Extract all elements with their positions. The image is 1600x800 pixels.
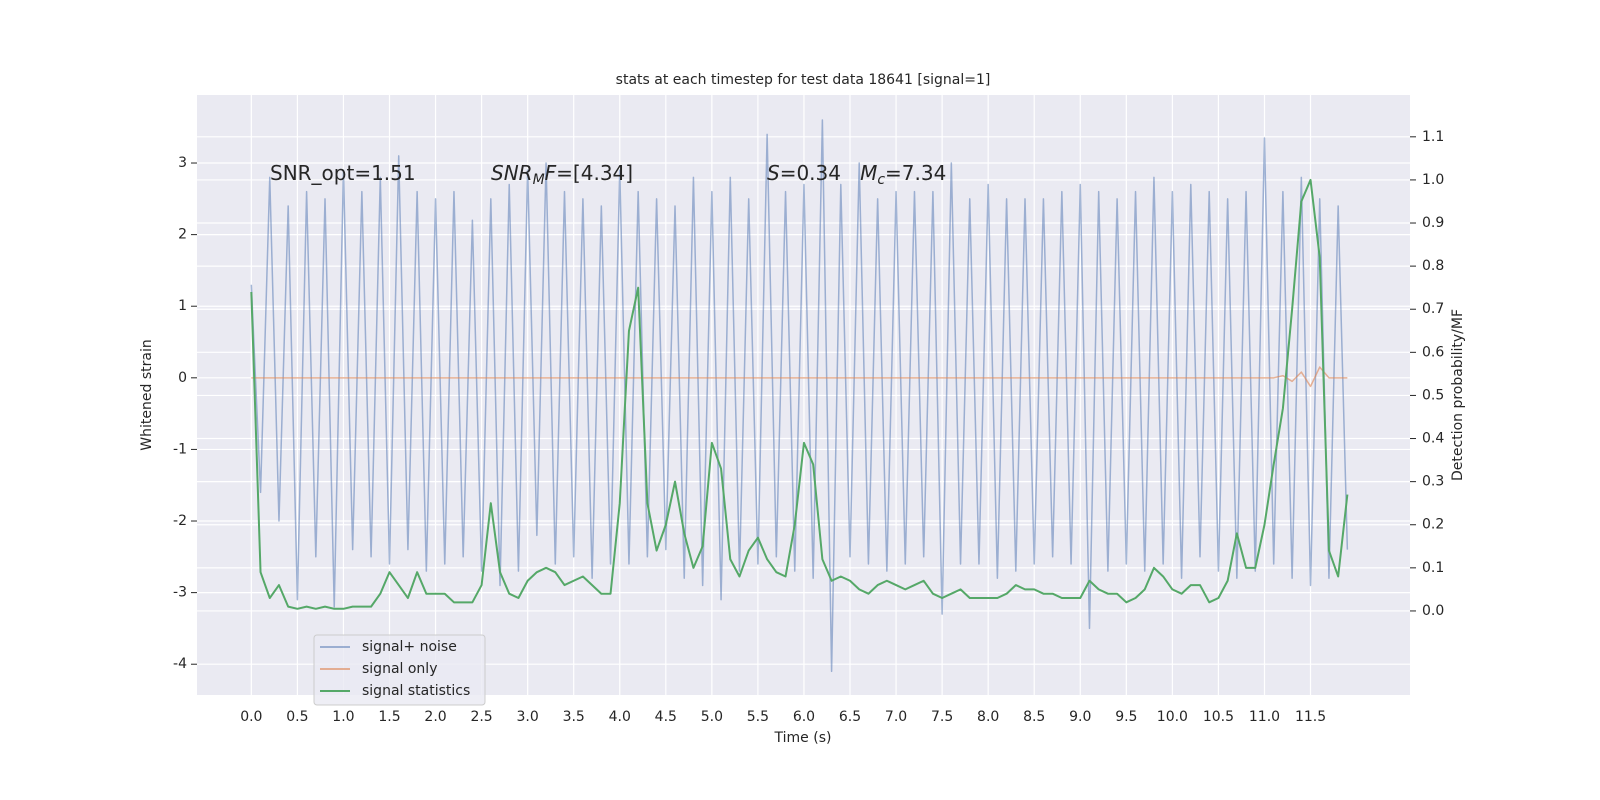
annotation-part: =[4.34] — [556, 161, 633, 185]
y2-axis-label: Detection probability/MF — [1450, 309, 1466, 481]
series-line — [251, 366, 1348, 388]
x-tick-label: 11.0 — [1249, 709, 1280, 725]
x-tick-label: 1.5 — [378, 709, 400, 725]
annotation: SNR_opt=1.51 — [270, 161, 416, 185]
y2-tick-label: 1.1 — [1422, 129, 1444, 145]
annotation-part: M — [860, 161, 877, 185]
legend-box — [313, 634, 486, 706]
x-tick-label: 5.5 — [747, 709, 769, 725]
x-tick-label: 3.0 — [517, 709, 539, 725]
y-tick-label: -3 — [173, 585, 187, 601]
annotation-part: M — [533, 172, 545, 188]
x-tick-label: 7.5 — [931, 709, 953, 725]
y2-tick-label: 1.0 — [1422, 172, 1444, 188]
annotation-part: F — [545, 161, 557, 185]
annotation: SNRMF=[4.34] — [491, 161, 633, 188]
annotation-part: S — [767, 161, 780, 185]
y2-tick-label: 0.1 — [1422, 560, 1444, 576]
x-tick-label: 8.5 — [1023, 709, 1045, 725]
x-tick-label: 6.5 — [839, 709, 861, 725]
annotation-part: =7.34 — [885, 161, 946, 185]
x-tick-label: 4.0 — [609, 709, 631, 725]
annotation-part: SNR_opt=1.51 — [270, 161, 416, 185]
y2-tick-label: 0.7 — [1422, 301, 1444, 317]
legend-label: signal+ noise — [362, 639, 457, 655]
y-tick-label: -4 — [173, 656, 187, 672]
x-tick-label: 2.0 — [424, 709, 446, 725]
x-tick-label: 9.5 — [1115, 709, 1137, 725]
y-tick-label: 1 — [178, 298, 187, 314]
x-axis-label: Time (s) — [774, 730, 832, 746]
y2-tick-label: 0.4 — [1422, 431, 1444, 447]
annotation-part: SNR — [491, 161, 533, 185]
x-tick-label: 2.5 — [470, 709, 492, 725]
x-tick-label: 10.0 — [1157, 709, 1188, 725]
chart-title: stats at each timestep for test data 186… — [616, 72, 991, 88]
y2-tick-label: 0.9 — [1422, 215, 1444, 231]
y-tick-label: -2 — [173, 513, 187, 529]
x-tick-label: 8.0 — [977, 709, 999, 725]
legend: signal+ noise signal only signal statistic… — [313, 634, 486, 706]
x-tick-label: 6.0 — [793, 709, 815, 725]
x-tick-label: 10.5 — [1203, 709, 1234, 725]
legend-label: signal only — [362, 661, 437, 677]
y-tick-label: 3 — [178, 155, 187, 171]
annotation-part: =0.34 — [780, 161, 860, 185]
y2-tick-label: 0.5 — [1422, 387, 1444, 403]
x-tick-label: 7.0 — [885, 709, 907, 725]
y2-tick-label: 0.8 — [1422, 258, 1444, 274]
y-axis-label: Whitened strain — [139, 339, 155, 450]
y-tick-label: 0 — [178, 370, 187, 386]
y2-tick-label: 0.3 — [1422, 474, 1444, 490]
x-tick-label: 1.0 — [332, 709, 354, 725]
x-tick-label: 3.5 — [563, 709, 585, 725]
x-tick-label: 4.5 — [655, 709, 677, 725]
y2-tick-label: 0.2 — [1422, 517, 1444, 533]
y-tick-label: 2 — [178, 227, 187, 243]
x-tick-label: 11.5 — [1295, 709, 1326, 725]
annotation-part: c — [877, 172, 885, 188]
y-tick-label: -1 — [173, 441, 187, 457]
y2-tick-label: 0.6 — [1422, 344, 1444, 360]
x-tick-label: 5.0 — [701, 709, 723, 725]
annotation: S=0.34 Mc=7.34 — [767, 161, 946, 188]
legend-label: signal statistics — [362, 683, 470, 699]
y2-tick-label: 0.0 — [1422, 603, 1444, 619]
x-tick-label: 9.0 — [1069, 709, 1091, 725]
series-line — [250, 178, 1349, 610]
x-tick-label: 0.0 — [240, 709, 262, 725]
x-tick-label: 0.5 — [286, 709, 308, 725]
